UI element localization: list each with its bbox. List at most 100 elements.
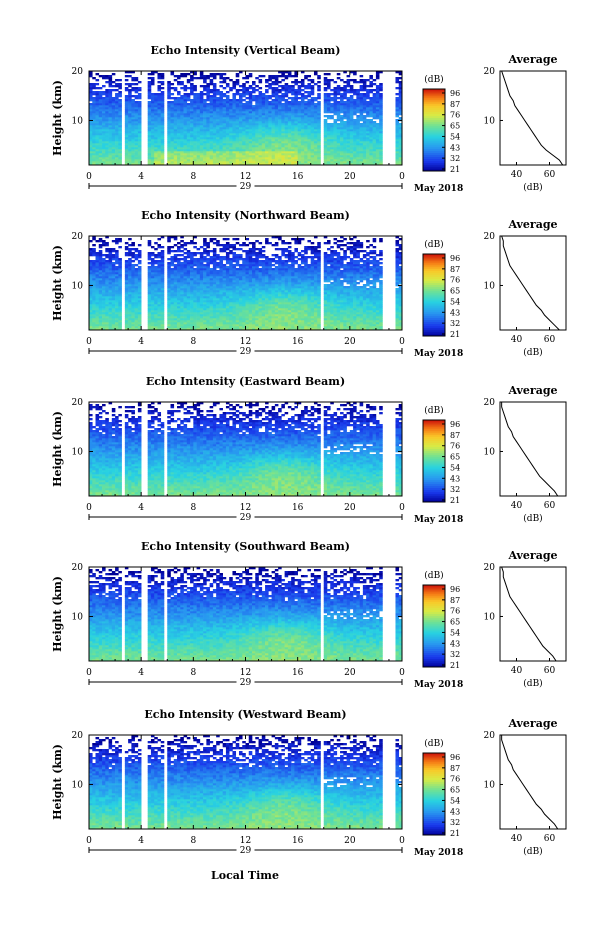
heat-cell <box>327 143 331 146</box>
heat-cell <box>291 143 295 146</box>
heat-cell <box>137 157 142 160</box>
heat-cell <box>307 141 312 144</box>
heat-cell <box>330 163 334 166</box>
heat-cell <box>147 91 152 94</box>
heat-cell <box>186 155 191 158</box>
heat-cell <box>186 272 191 275</box>
heat-cell <box>310 85 315 88</box>
heat-cell <box>206 163 210 166</box>
heat-cell <box>134 123 139 126</box>
heat-cell <box>238 121 243 124</box>
heat-cell <box>235 75 240 78</box>
heat-cell <box>98 300 103 303</box>
heat-cell <box>115 260 119 263</box>
heat-cell <box>313 121 318 124</box>
heat-cell <box>102 123 106 126</box>
heat-cell <box>209 135 214 138</box>
heat-cell <box>105 119 109 122</box>
heat-cell <box>307 127 312 130</box>
heat-cell <box>362 97 367 100</box>
heat-cell <box>180 236 184 239</box>
heat-cell <box>219 129 223 132</box>
heat-cell <box>186 103 191 106</box>
heat-cell <box>375 159 380 162</box>
heat-cell <box>203 147 207 150</box>
heat-cell <box>190 304 194 307</box>
heat-cell <box>362 109 367 112</box>
heat-cell <box>124 292 129 295</box>
heat-cell <box>92 266 96 269</box>
heat-cell <box>222 129 227 132</box>
heat-cell <box>271 111 276 114</box>
heat-cell <box>190 288 194 291</box>
heat-cell <box>199 129 204 132</box>
heat-cell <box>137 304 142 307</box>
heat-cell <box>346 97 351 100</box>
heat-cell <box>157 87 162 90</box>
heat-cell <box>333 81 338 84</box>
heat-cell <box>203 87 207 90</box>
heat-cell <box>193 300 197 303</box>
heat-cell <box>128 310 132 313</box>
heat-cell <box>203 264 207 267</box>
heat-cell <box>333 147 338 150</box>
heat-cell <box>209 111 214 114</box>
heat-cell <box>222 95 227 98</box>
heat-cell <box>167 107 171 110</box>
heat-cell <box>265 145 269 148</box>
heat-cell <box>353 109 357 112</box>
heat-cell <box>369 147 373 150</box>
heat-cell <box>183 260 188 263</box>
heat-cell <box>353 79 357 82</box>
heat-cell <box>196 103 201 106</box>
heat-cell <box>333 131 338 134</box>
heat-cell <box>183 248 188 251</box>
heat-cell <box>170 264 175 267</box>
heat-cell <box>375 85 380 88</box>
heat-cell <box>183 121 188 124</box>
heat-cell <box>297 133 302 136</box>
heat-cell <box>307 139 312 142</box>
heat-cell <box>92 117 96 120</box>
colorbar-step <box>423 89 445 92</box>
heat-cell <box>154 99 158 102</box>
heat-cell <box>124 290 129 293</box>
heat-cell <box>245 81 250 84</box>
heat-cell <box>219 91 223 94</box>
heat-cell <box>108 300 113 303</box>
heat-cell <box>170 109 175 112</box>
heat-cell <box>89 300 93 303</box>
heat-cell <box>212 95 217 98</box>
heat-cell <box>372 137 377 140</box>
heat-cell <box>98 292 103 295</box>
heat-cell <box>203 322 207 325</box>
heat-cell <box>102 85 106 88</box>
heat-cell <box>313 125 318 128</box>
heat-cell <box>196 117 201 120</box>
heat-cell <box>118 292 122 295</box>
heat-cell <box>222 81 227 84</box>
heat-cell <box>89 99 93 102</box>
heat-cell <box>102 161 106 164</box>
heat-cell <box>115 312 119 315</box>
heat-cell <box>167 105 171 108</box>
heat-cell <box>131 87 135 90</box>
heat-cell <box>95 276 100 279</box>
heat-cell <box>310 153 315 156</box>
heat-cell <box>222 93 227 96</box>
heat-cell <box>137 298 142 301</box>
heat-cell <box>92 238 96 241</box>
heat-cell <box>134 155 139 158</box>
heat-cell <box>336 155 341 158</box>
heat-cell <box>157 107 162 110</box>
heat-cell <box>186 79 191 82</box>
heat-cell <box>193 322 197 325</box>
heat-cell <box>203 107 207 110</box>
heat-cell <box>98 161 103 164</box>
heat-cell <box>238 135 243 138</box>
heat-cell <box>209 308 214 311</box>
heat-cell <box>134 91 139 94</box>
heat-cell <box>203 240 207 243</box>
heat-cell <box>346 113 351 116</box>
